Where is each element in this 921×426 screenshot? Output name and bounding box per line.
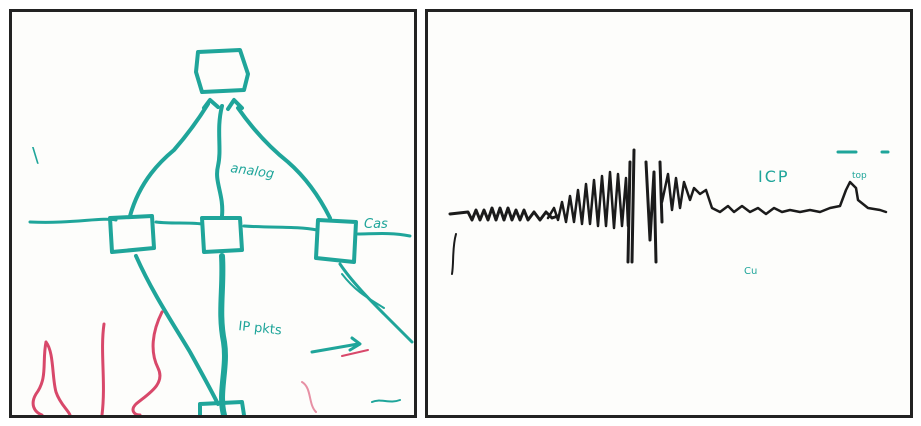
whiteboard-photo-left: analog Cas \ IP pkts: [9, 9, 417, 418]
trace-zigzag-start: [450, 208, 558, 220]
icp-label: ICP: [758, 167, 790, 186]
red-dash: [342, 350, 368, 356]
top-note-label: top: [852, 171, 867, 181]
trace-tall-spike-1: [628, 150, 634, 262]
small-arrow: [312, 338, 360, 352]
link-middle-to-top: [217, 106, 222, 216]
cas-label: Cas: [364, 217, 388, 232]
left-hook: [452, 234, 456, 274]
trace-tall-spike-2: [646, 162, 662, 262]
top-node-box: [196, 50, 248, 92]
link-left-to-top: [130, 104, 208, 216]
node-box-right: [316, 220, 356, 262]
whiteboard-photo-right: ICP top Cu: [425, 9, 913, 418]
left-diagonal-down: [136, 256, 218, 404]
signal-trace-sketch: ICP top Cu: [428, 12, 910, 415]
red-scribble-4: [302, 382, 316, 412]
node-box-left: [110, 216, 154, 252]
middle-vertical-down: [221, 256, 225, 415]
node-box-middle: [202, 218, 242, 252]
lower-right-scribble: [372, 400, 400, 402]
red-scribble-3: [133, 312, 162, 415]
red-scribble-1: [33, 342, 70, 415]
bottom-label: Cu: [744, 266, 757, 277]
network-diagram-sketch: analog Cas \ IP pkts: [12, 12, 414, 415]
trace-dense-ramp: [548, 172, 628, 228]
ip-pkts-label: IP pkts: [238, 319, 283, 338]
analog-label: analog: [229, 161, 275, 182]
left-mark: \: [32, 143, 39, 167]
red-scribble-2: [102, 324, 104, 415]
